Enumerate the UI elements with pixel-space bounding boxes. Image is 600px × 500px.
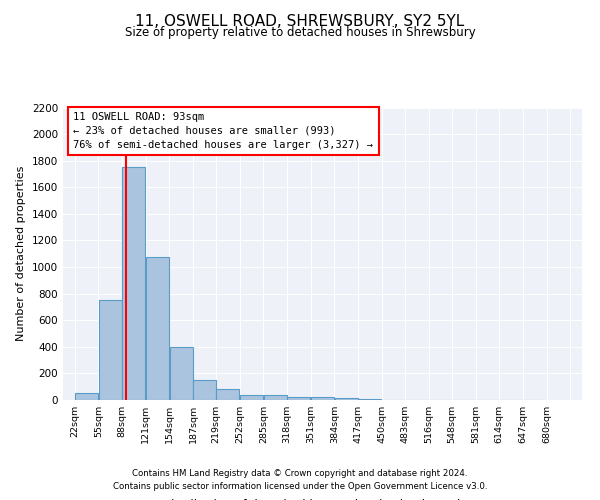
Y-axis label: Number of detached properties: Number of detached properties bbox=[16, 166, 26, 342]
Text: 11, OSWELL ROAD, SHREWSBURY, SY2 5YL: 11, OSWELL ROAD, SHREWSBURY, SY2 5YL bbox=[136, 14, 464, 29]
Bar bbox=[99, 300, 122, 400]
Bar bbox=[122, 168, 145, 400]
Text: Contains HM Land Registry data © Crown copyright and database right 2024.: Contains HM Land Registry data © Crown c… bbox=[132, 468, 468, 477]
Bar bbox=[146, 257, 169, 400]
Bar bbox=[193, 380, 217, 400]
X-axis label: Distribution of detached houses by size in Shrewsbury: Distribution of detached houses by size … bbox=[161, 499, 484, 500]
Bar bbox=[75, 394, 98, 400]
Text: 11 OSWELL ROAD: 93sqm
← 23% of detached houses are smaller (993)
76% of semi-det: 11 OSWELL ROAD: 93sqm ← 23% of detached … bbox=[73, 112, 373, 150]
Bar bbox=[217, 390, 239, 400]
Bar bbox=[287, 396, 310, 400]
Bar bbox=[170, 347, 193, 400]
Bar bbox=[240, 394, 263, 400]
Bar bbox=[264, 396, 287, 400]
Bar bbox=[335, 398, 358, 400]
Text: Size of property relative to detached houses in Shrewsbury: Size of property relative to detached ho… bbox=[125, 26, 475, 39]
Bar bbox=[311, 398, 334, 400]
Text: Contains public sector information licensed under the Open Government Licence v3: Contains public sector information licen… bbox=[113, 482, 487, 491]
